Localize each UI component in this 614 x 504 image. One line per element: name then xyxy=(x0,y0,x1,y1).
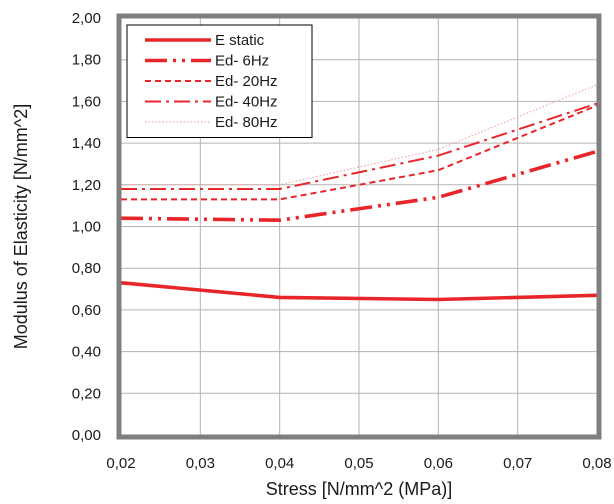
legend: E static Ed- 6Hz Ed- 20Hz Ed- 40Hz Ed- 80Hz xyxy=(126,24,313,138)
y-tick-label: 2,00 xyxy=(72,10,101,27)
series-line-ed-20hz xyxy=(121,104,597,201)
y-tick-label: 1,60 xyxy=(72,93,101,110)
x-tick-label: 0,04 xyxy=(265,455,294,472)
y-tick-labels: 0,00 0,20 0,40 0,60 0,80 1,00 1,20 1,40 1,60 1,80… xyxy=(72,10,101,444)
legend-label: Ed- 20Hz xyxy=(215,73,278,90)
x-tick-label: 0,05 xyxy=(344,455,373,472)
legend-label: Ed- 80Hz xyxy=(215,114,278,131)
series-line-ed-40hz xyxy=(121,102,597,190)
x-tick-labels: 0,02 0,03 0,04 0,05 0,06 0,07 0,08 xyxy=(106,455,611,472)
y-tick-label: 1,40 xyxy=(72,135,101,152)
x-tick-label: 0,02 xyxy=(106,455,135,472)
y-tick-label: 0,20 xyxy=(72,385,101,402)
x-tick-label: 0,08 xyxy=(582,455,611,472)
y-tick-label: 1,00 xyxy=(72,219,101,236)
series-line-e-static xyxy=(121,281,597,302)
legend-label: E static xyxy=(215,32,265,49)
x-axis-title: Stress [N/mm^2 (MPa)] xyxy=(266,479,452,499)
x-tick-label: 0,06 xyxy=(424,455,453,472)
series-line-ed-80hz xyxy=(121,84,597,186)
series-line-ed-6hz xyxy=(121,149,597,222)
plot-border xyxy=(116,13,602,440)
y-axis-title: Modulus of Elasticity [N/mm^2] xyxy=(11,104,31,350)
y-tick-label: 0,00 xyxy=(72,427,101,444)
x-tick-label: 0,07 xyxy=(503,455,532,472)
legend-label: Ed- 6Hz xyxy=(215,53,269,70)
y-tick-label: 0,60 xyxy=(72,302,101,319)
y-tick-label: 1,20 xyxy=(72,177,101,194)
y-tick-label: 0,40 xyxy=(72,344,101,361)
legend-label: Ed- 40Hz xyxy=(215,94,278,111)
y-tick-label: 1,80 xyxy=(72,52,101,69)
y-tick-label: 0,80 xyxy=(72,260,101,277)
x-tick-label: 0,03 xyxy=(186,455,215,472)
series-group xyxy=(121,84,597,302)
